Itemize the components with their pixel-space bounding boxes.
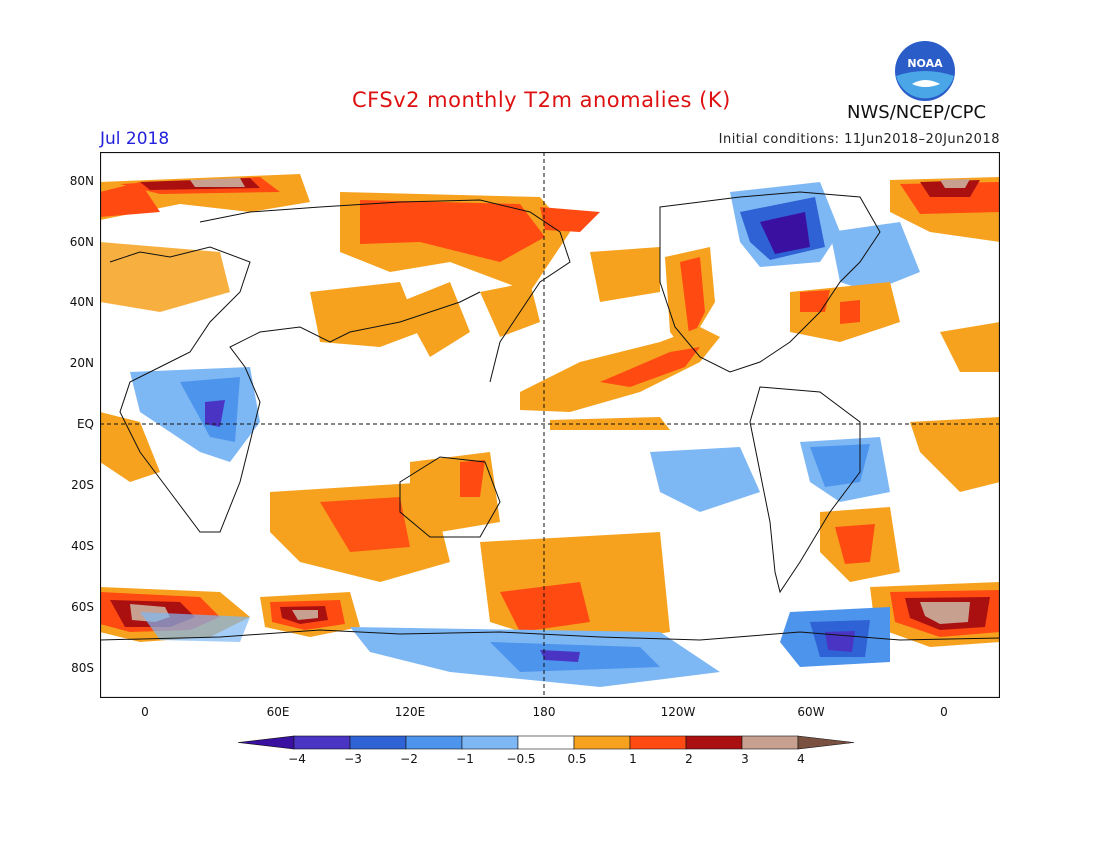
lat-label: 20S: [71, 478, 94, 492]
lat-label: 80N: [69, 174, 94, 188]
colorbar-cell: [629, 735, 687, 750]
lon-label: 0: [141, 705, 149, 719]
colorbar-cell: [741, 735, 799, 750]
lat-label: 40N: [69, 295, 94, 309]
colorbar-label: −4: [288, 752, 306, 766]
colorbar-cell: [573, 735, 631, 750]
coastlines: [100, 191, 1000, 641]
colorbar-label: 3: [741, 752, 749, 766]
colorbar-arrow-high: [797, 735, 855, 750]
lon-label: 120E: [394, 705, 426, 719]
lon-label: 60W: [797, 705, 825, 719]
colorbar-label: 1: [629, 752, 637, 766]
colorbar-cell: [461, 735, 519, 750]
noaa-logo-icon: NOAA: [895, 41, 955, 101]
lat-label: 80S: [71, 661, 94, 675]
colorbar-cell: [293, 735, 351, 750]
colorbar-cell: [349, 735, 407, 750]
colorbar: [238, 735, 855, 750]
anomaly-fields: [100, 174, 1000, 687]
lat-label: 60N: [69, 235, 94, 249]
chart-title: CFSv2 monthly T2m anomalies (K): [352, 88, 731, 112]
colorbar-label: −0.5: [506, 752, 536, 766]
colorbar-cell: [405, 735, 463, 750]
colorbar-label: 4: [797, 752, 805, 766]
colorbar-label: 0.5: [567, 752, 587, 766]
lon-label: 60E: [266, 705, 290, 719]
colorbar-label: 2: [685, 752, 693, 766]
colorbar-label: −2: [400, 752, 418, 766]
colorbar-label: −3: [344, 752, 362, 766]
lon-label: 180: [532, 705, 556, 719]
lon-label: 0: [940, 705, 948, 719]
forecast-month: Jul 2018: [100, 129, 170, 149]
lon-label: 120W: [660, 705, 696, 719]
colorbar-label: −1: [456, 752, 474, 766]
anomaly-map: [100, 152, 1000, 698]
colorbar-cell: [685, 735, 743, 750]
colorbar-arrow-low: [238, 735, 295, 750]
lat-label: EQ: [76, 417, 94, 431]
lat-label: 20N: [69, 356, 94, 370]
lat-label: 40S: [71, 539, 94, 553]
lat-label: 60S: [71, 600, 94, 614]
agency-label: NWS/NCEP/CPC: [847, 102, 987, 123]
noaa-logo-text: NOAA: [907, 57, 943, 70]
initial-conditions: Initial conditions: 11Jun2018–20Jun2018: [718, 132, 1000, 147]
colorbar-cell: [517, 735, 575, 750]
